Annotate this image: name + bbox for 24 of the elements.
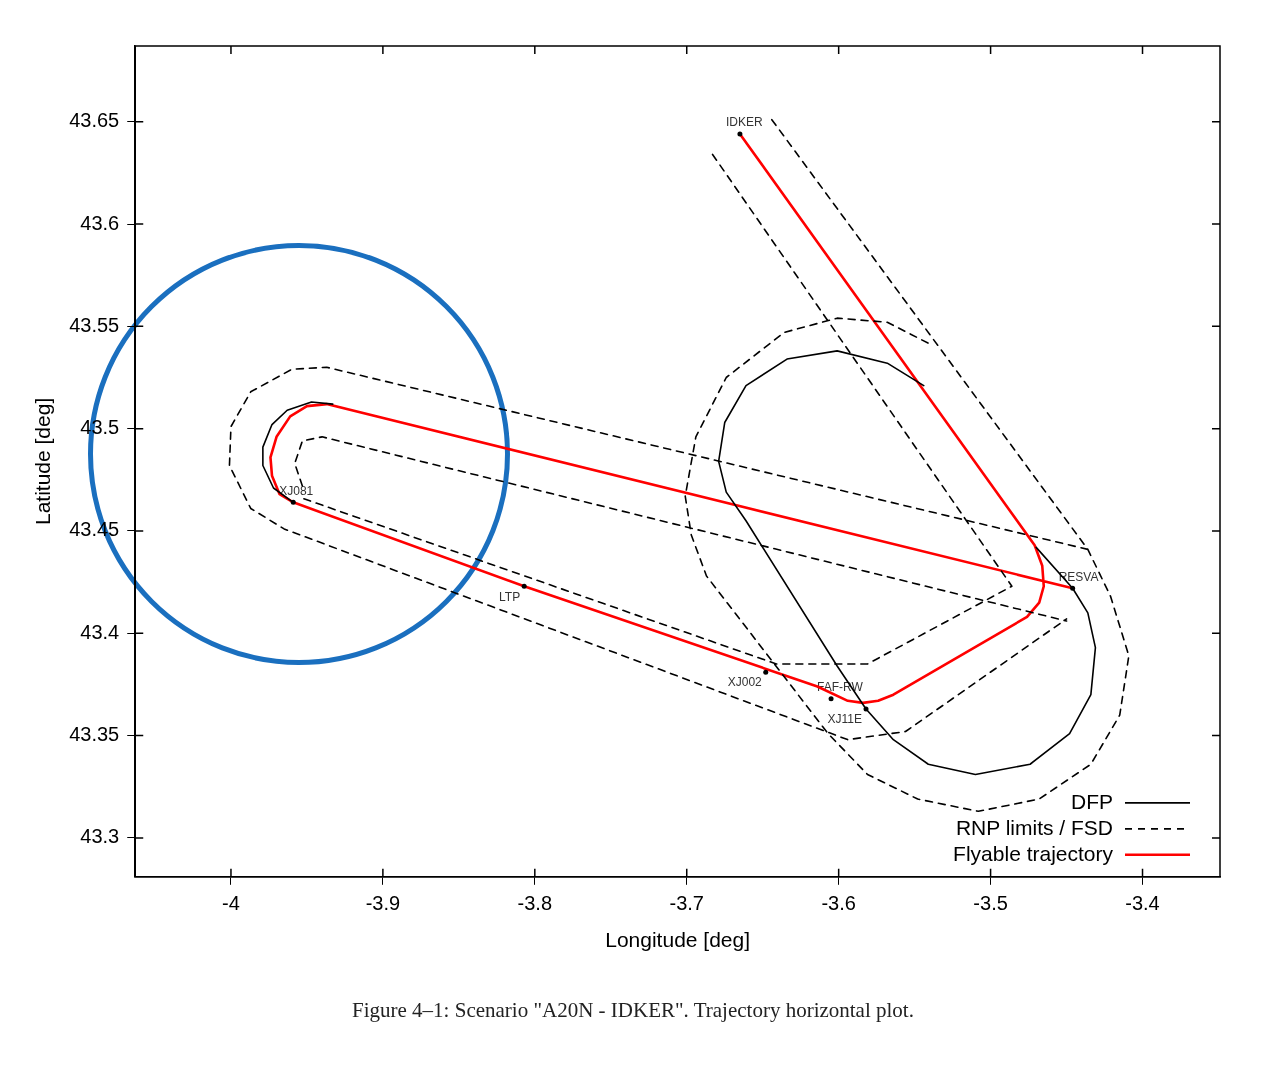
y-tick-label: 43.65 (69, 109, 120, 132)
annotation: IDKER (725, 115, 763, 130)
annotation: XJ081 (279, 483, 314, 498)
x-tick-label: -3.6 (821, 892, 856, 915)
annotation: XJ11E (827, 712, 863, 727)
annotation: LTP (499, 589, 521, 604)
x-tick-label: -3.7 (669, 892, 704, 915)
x-tick-label: -3.5 (973, 892, 1008, 915)
x-tick-label: -3.4 (1125, 892, 1160, 915)
legend-label: DFP (1071, 789, 1113, 813)
y-axis-title: Latitude [deg] (31, 397, 55, 526)
annotation: XJ002 (727, 675, 763, 690)
x-tick-label: -3.8 (517, 892, 553, 915)
x-tick-label: -3.9 (365, 892, 401, 915)
y-tick-label: 43.3 (80, 825, 120, 848)
legend-label: Flyable trajectory (953, 841, 1114, 865)
x-tick-label: -4 (222, 892, 240, 915)
caption: Figure 4–1: Scenario "A20N - IDKER". Trajectory horizontal plot. (351, 998, 915, 1023)
x-axis-title: Longitude [deg] (605, 928, 751, 952)
y-tick-label: 43.55 (69, 313, 120, 336)
y-tick-label: 43.6 (80, 211, 120, 234)
y-tick-label: 43.4 (80, 620, 120, 643)
legend-label: RNP limits / FSD (955, 815, 1113, 839)
y-tick-label: 43.35 (69, 723, 120, 746)
